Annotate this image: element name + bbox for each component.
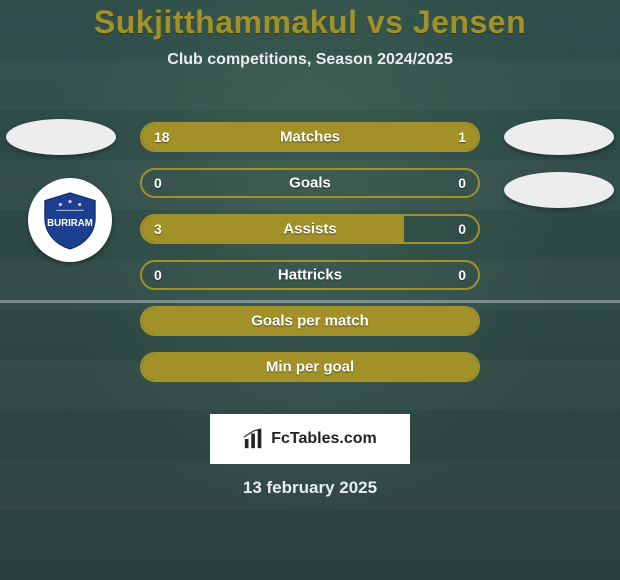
player1-club-crest: BURIRAM <box>28 178 112 262</box>
player2-club-avatar-placeholder <box>504 172 614 208</box>
stat-left-value: 0 <box>154 175 162 191</box>
stat-right-value: 0 <box>458 175 466 191</box>
stat-row: Goals0 0 <box>140 168 480 198</box>
footer-date: 13 february 2025 <box>0 478 620 498</box>
stat-label: Hattricks <box>142 267 478 284</box>
player2-avatar-placeholder <box>504 119 614 155</box>
stat-right-value: 0 <box>458 267 466 283</box>
fctables-logo: FcTables.com <box>210 414 410 464</box>
stat-row: Goals per match <box>140 306 480 336</box>
stat-label: Goals <box>142 175 478 192</box>
stat-left-value: 0 <box>154 267 162 283</box>
stat-right-fill <box>404 124 478 150</box>
stat-right-value: 1 <box>458 129 466 145</box>
page-title: Sukjitthammakul vs Jensen <box>0 0 620 41</box>
club-crest-icon: BURIRAM <box>39 189 101 251</box>
fctables-logo-text: FcTables.com <box>271 430 377 448</box>
stat-row: Matches181 <box>140 122 480 152</box>
stat-left-value: 18 <box>154 129 170 145</box>
stat-left-fill <box>142 308 478 334</box>
player1-avatar-placeholder <box>6 119 116 155</box>
bar-chart-icon <box>243 428 265 450</box>
stat-left-fill <box>142 354 478 380</box>
stat-left-value: 3 <box>154 221 162 237</box>
stat-row: Min per goal <box>140 352 480 382</box>
stat-row: Assists30 <box>140 214 480 244</box>
comparison-rows: Matches181Goals00Assists30Hattricks00Goa… <box>140 122 480 382</box>
svg-text:BURIRAM: BURIRAM <box>47 218 93 229</box>
stat-right-value: 0 <box>458 221 466 237</box>
stat-left-fill <box>142 124 404 150</box>
stat-row: Hattricks0 0 <box>140 260 480 290</box>
page-subtitle: Club competitions, Season 2024/2025 <box>0 51 620 69</box>
stat-left-fill <box>142 216 404 242</box>
